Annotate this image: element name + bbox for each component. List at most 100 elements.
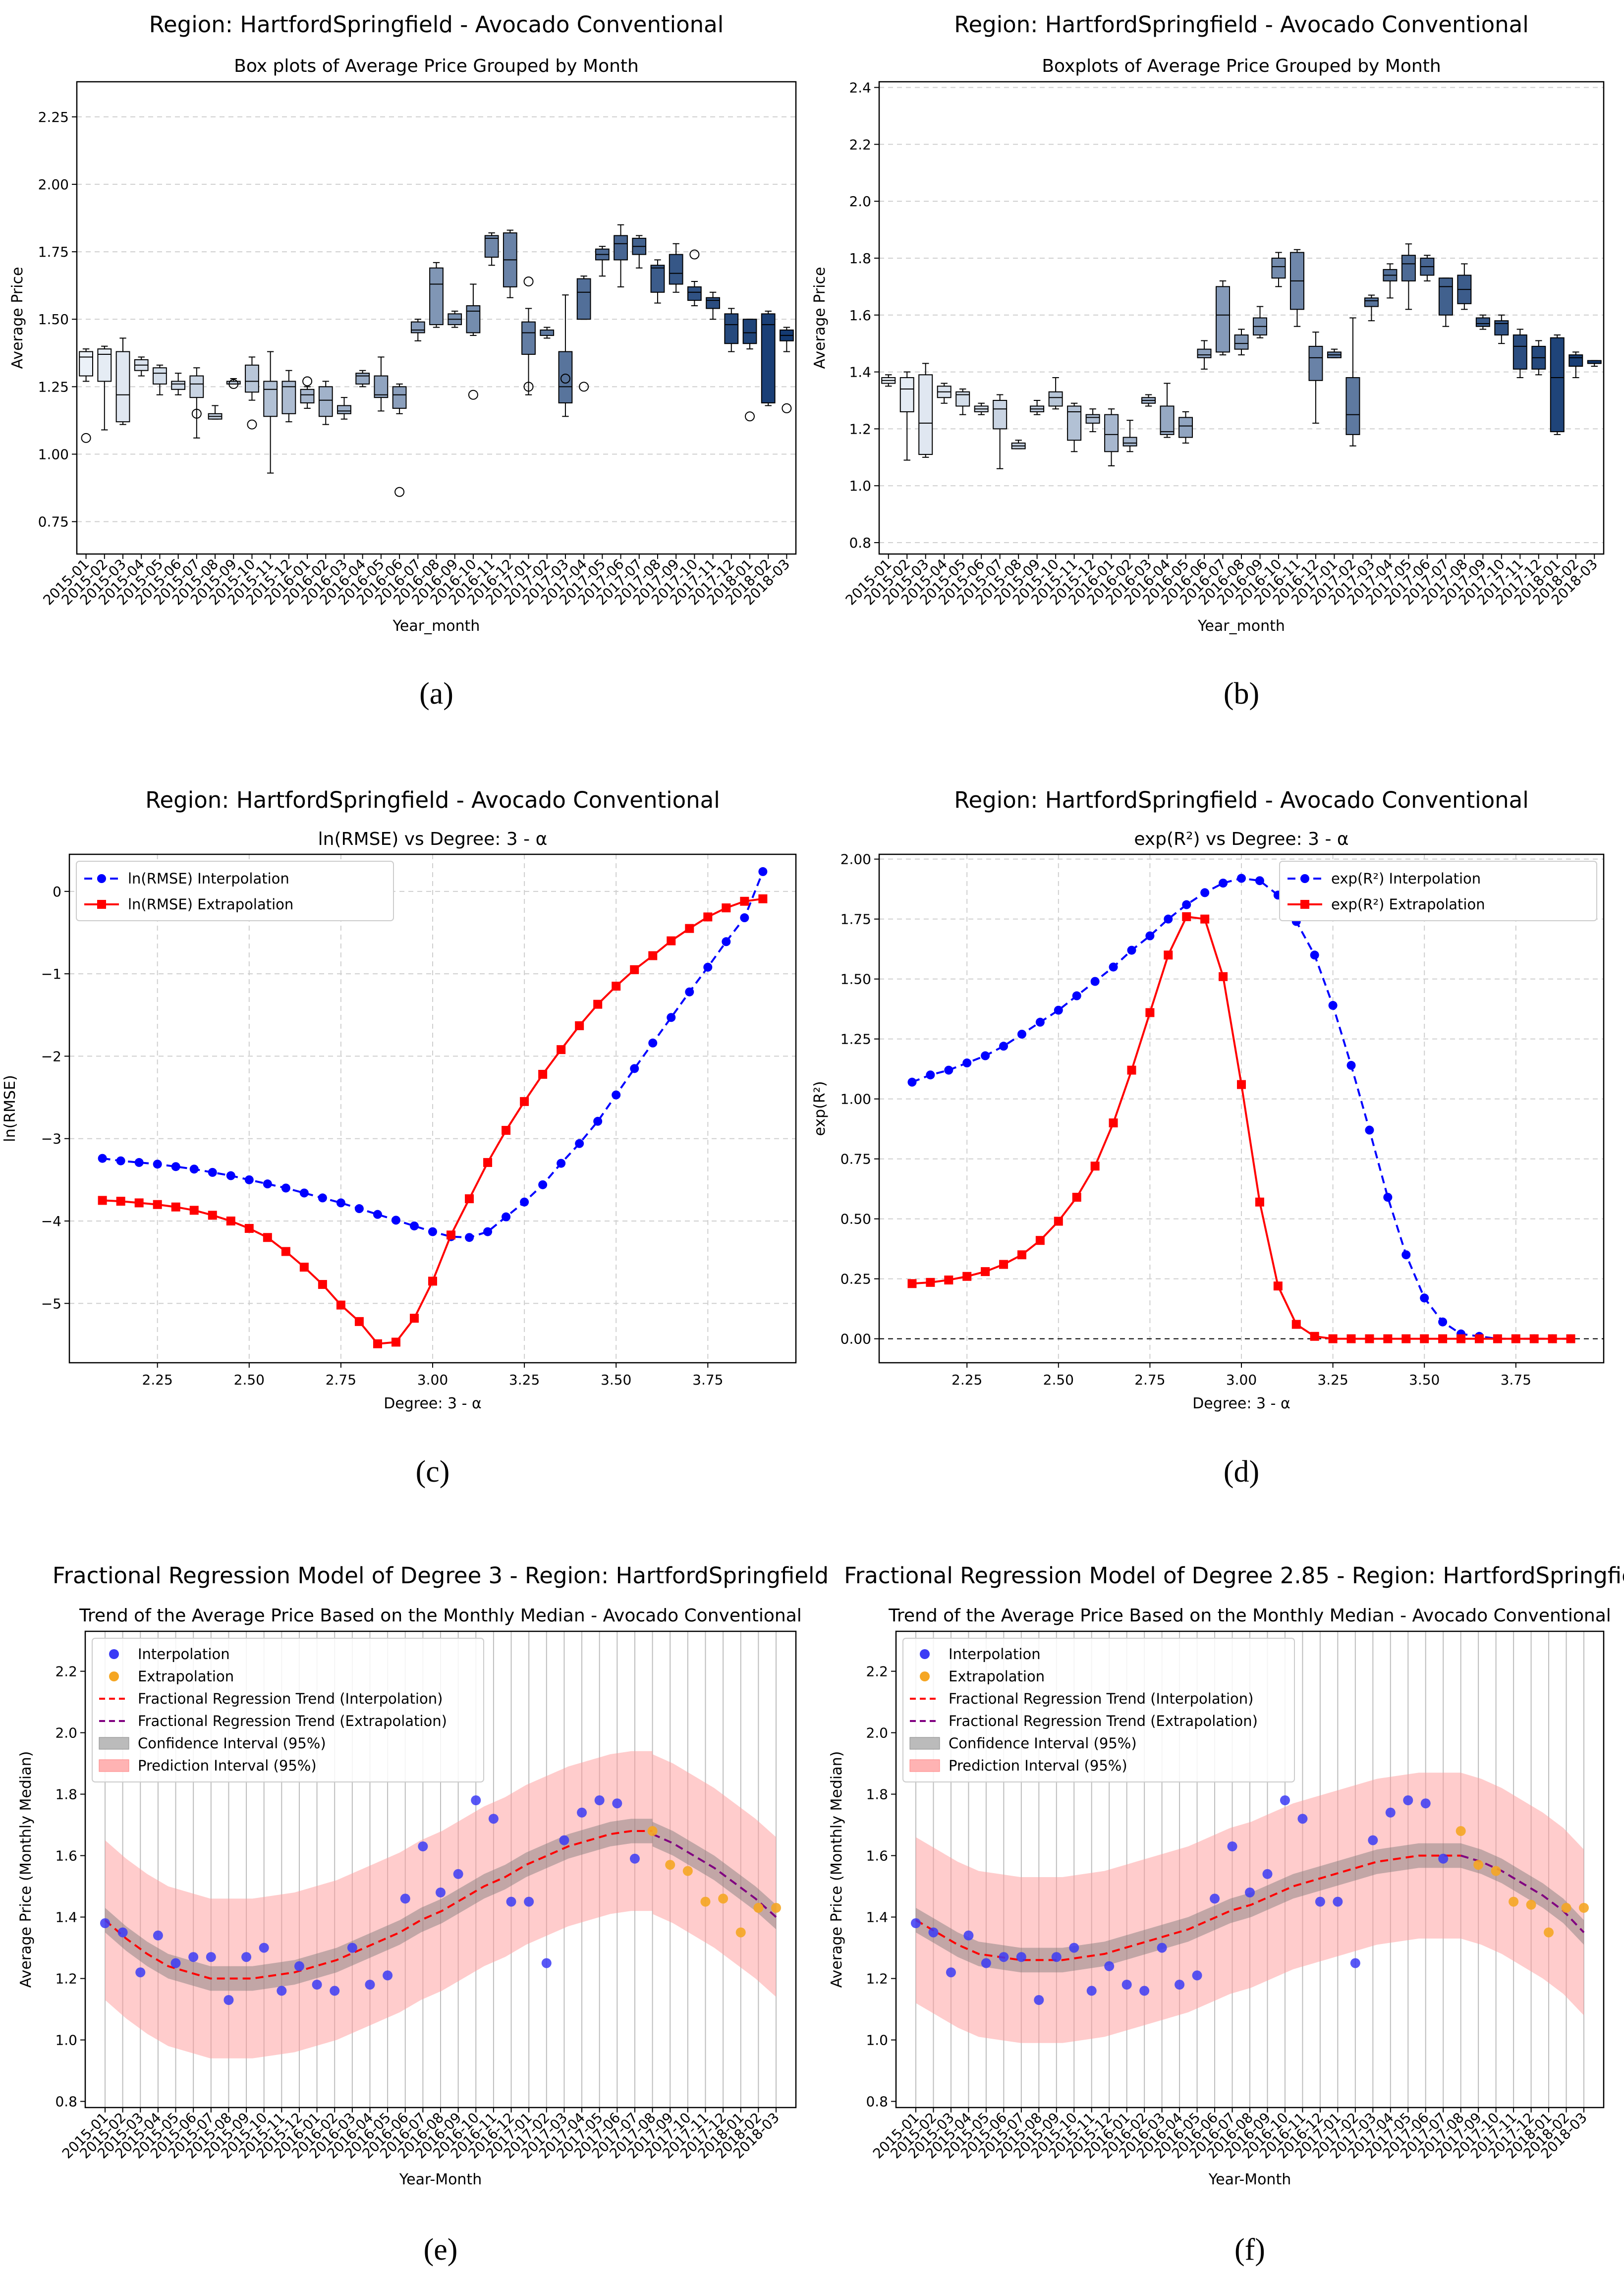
chart-d-series-1-point — [1328, 1334, 1338, 1343]
chart-f-interp-point — [1121, 1980, 1132, 1990]
chart-b-box — [1494, 320, 1509, 335]
chart-e-frame — [84, 1630, 797, 2109]
chart-a-outlier — [689, 249, 700, 260]
chart-d-frame — [878, 853, 1605, 1364]
chart-f-prediction-band-extrap — [1460, 1773, 1584, 2015]
chart-c-series-0-point — [281, 1183, 290, 1193]
chart-f-ytick-label: 1.2 — [866, 1971, 888, 1987]
chart-c-series-0-point — [318, 1193, 327, 1203]
chart-c-xlabel: Degree: 3 - α — [384, 1395, 482, 1412]
chart-c-series-1-point — [612, 982, 621, 991]
chart-d-ytick-label: 0.75 — [840, 1151, 871, 1167]
chart-d-series-0-point — [1127, 945, 1136, 955]
chart-e-extrap-point — [771, 1903, 781, 1913]
chart-d-series-0-point — [1090, 977, 1100, 986]
chart-d-xlabel: Degree: 3 - α — [1192, 1395, 1290, 1412]
chart-a-frame — [76, 81, 797, 555]
chart-c-series-0-point — [189, 1165, 199, 1174]
chart-e-legend-label: Prediction Interval (95%) — [138, 1757, 317, 1774]
chart-f-interp-point — [1192, 1970, 1202, 1981]
chart-a-ytick-label: 1.25 — [38, 379, 69, 395]
chart-e-extrap-point — [665, 1860, 675, 1870]
chart-c-series-0-point — [538, 1180, 548, 1189]
chart-b-box — [1271, 257, 1286, 279]
chart-d-series-0-point — [1420, 1293, 1429, 1303]
chart-d-xtick-label: 2.50 — [1043, 1372, 1074, 1388]
chart-f-interp-point — [1245, 1888, 1255, 1897]
chart-a-ytick-label: 2.00 — [38, 176, 69, 193]
chart-a-box — [189, 375, 204, 398]
chart-a-box — [245, 364, 259, 393]
chart-a-box — [724, 313, 739, 344]
chart-a-box — [300, 389, 315, 404]
chart-b-box — [1345, 377, 1360, 435]
chart-e-interp-point — [629, 1853, 640, 1864]
chart-d-series-1-point — [1273, 1281, 1283, 1291]
chart-d-legend-label: exp(R²) Interpolation — [1331, 870, 1481, 887]
chart-a-outlier — [468, 389, 478, 400]
chart-d-series-0-point — [1383, 1193, 1393, 1202]
chart-d-series-1-point — [1035, 1236, 1045, 1245]
chart-c-legend-marker — [97, 874, 106, 883]
chart-a-box — [115, 351, 130, 423]
chart-d-series-1-point — [907, 1279, 917, 1288]
chart-b-box — [1085, 414, 1100, 424]
chart-a-outlier — [523, 276, 534, 286]
chart-e-interp-point — [541, 1958, 552, 1968]
chart-d-ytick-label: 1.75 — [840, 911, 871, 928]
chart-c-frame — [68, 853, 797, 1364]
chart-f-frame — [895, 1630, 1605, 2109]
chart-f-interp-point — [1034, 1995, 1044, 2005]
chart-e-caption: (e) — [424, 2233, 458, 2267]
chart-d-ytick-label: 1.50 — [840, 971, 871, 988]
chart-c-series-1-point — [740, 896, 749, 906]
chart-c-xtick-label: 3.50 — [601, 1372, 631, 1388]
chart-e-legend-label: Extrapolation — [138, 1668, 234, 1685]
chart-d-series-1-point — [1310, 1332, 1319, 1341]
chart-c-series-1-point — [722, 903, 731, 913]
chart-c-xtick-label: 2.25 — [142, 1372, 173, 1388]
chart-f-extrap-point — [1509, 1896, 1519, 1907]
chart-a-box — [97, 348, 112, 382]
chart-c-series-0-point — [98, 1154, 107, 1163]
chart-e-suptitle: Fractional Regression Model of Degree 3 … — [53, 1562, 829, 1589]
chart-c-series-1-point — [354, 1317, 364, 1326]
chart-c-series-0-point — [244, 1175, 254, 1184]
chart-a-outlier — [228, 379, 239, 389]
chart-d-series-0-point — [1182, 900, 1191, 909]
chart-d-series-1-point — [999, 1260, 1008, 1269]
chart-c-series-0-point — [502, 1212, 511, 1222]
chart-f-interp-point — [1175, 1980, 1185, 1990]
chart-d-series-1-point — [1145, 1008, 1155, 1017]
chart-e-interp-point — [471, 1795, 481, 1805]
chart-b-ylabel: Average Price — [811, 267, 829, 369]
chart-d-series-1-point — [1456, 1334, 1466, 1343]
chart-d-xtick-label: 3.00 — [1226, 1372, 1257, 1388]
chart-f-confidence-band-extrap — [1460, 1843, 1584, 1945]
chart-c-series-0-point — [391, 1216, 400, 1225]
chart-b-box — [1568, 354, 1583, 367]
chart-d-series-1-point — [1255, 1197, 1264, 1207]
chart-c-caption: (c) — [416, 1455, 450, 1489]
chart-a-box — [410, 321, 425, 333]
chart-f-interp-point — [1016, 1952, 1026, 1962]
chart-d-series-1-point — [1346, 1334, 1356, 1343]
chart-c-series-1-point — [758, 894, 768, 903]
chart-c-series-1-point — [263, 1233, 272, 1242]
chart-c-ytick-label: 0 — [53, 884, 61, 900]
chart-f-legend-swatch-extrap — [920, 1671, 930, 1681]
chart-d-series-0-point — [944, 1065, 953, 1075]
chart-c-series-1-point — [557, 1045, 566, 1055]
chart-e-ytick-label: 1.4 — [55, 1909, 77, 1926]
chart-c-series-1-point — [244, 1223, 254, 1233]
chart-a-box — [171, 381, 186, 390]
chart-c-series-1-point — [171, 1202, 180, 1212]
chart-c-legend-label: ln(RMSE) Extrapolation — [128, 896, 293, 913]
chart-b-box — [1197, 348, 1212, 358]
chart-f-interp-point — [1385, 1807, 1396, 1818]
chart-e-title: Trend of the Average Price Based on the … — [79, 1606, 802, 1626]
chart-f-extrap-point — [1456, 1826, 1466, 1836]
chart-a-box — [429, 267, 444, 326]
chart-f-interp-point — [1262, 1869, 1273, 1879]
chart-f-caption: (f) — [1234, 2233, 1265, 2267]
